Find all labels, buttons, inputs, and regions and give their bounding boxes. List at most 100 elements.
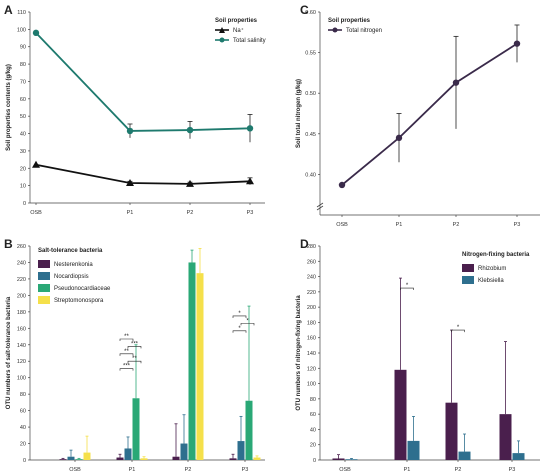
y-tick-label: 180 xyxy=(17,310,26,316)
y-tick-label: 20 xyxy=(310,443,316,449)
legend-label: Klebsiella xyxy=(478,278,504,284)
x-tick-label: P1 xyxy=(404,467,411,473)
significance-bracket xyxy=(232,315,247,318)
y-tick-label: 120 xyxy=(307,366,316,372)
y-tick-label: 140 xyxy=(307,351,316,357)
x-tick-label: OSB xyxy=(339,467,351,473)
panel-letter: A xyxy=(4,3,13,17)
x-tick-label: P2 xyxy=(187,210,194,216)
data-point xyxy=(126,127,134,135)
y-tick-label: 0 xyxy=(23,201,26,207)
legend-marker xyxy=(332,27,338,33)
x-tick-label: P3 xyxy=(247,210,254,216)
legend-label: Nesterenkonia xyxy=(54,262,93,268)
bar xyxy=(188,262,196,460)
x-tick-label: P3 xyxy=(509,467,516,473)
data-point xyxy=(186,179,194,187)
bar xyxy=(172,456,180,460)
y-tick-label: 0.50 xyxy=(305,91,316,97)
x-tick-label: OSB xyxy=(30,210,42,216)
y-tick-label: 100 xyxy=(17,27,26,33)
x-tick-label: P2 xyxy=(185,467,192,473)
legend-label: Nocardiopsis xyxy=(54,274,89,280)
y-tick-label: 0 xyxy=(23,458,26,464)
bar xyxy=(345,459,358,460)
y-tick-label: 0.40 xyxy=(305,172,316,178)
data-point xyxy=(32,29,40,37)
data-point xyxy=(126,179,134,187)
y-tick-label: 240 xyxy=(307,275,316,281)
bar xyxy=(253,457,261,460)
significance-label: ** xyxy=(124,334,129,340)
y-tick-label: 20 xyxy=(20,442,26,448)
bar xyxy=(83,452,91,460)
significance-bracket xyxy=(119,368,134,371)
y-tick-label: 200 xyxy=(307,305,316,311)
significance-label: *** xyxy=(123,364,131,370)
y-tick-label: 0.45 xyxy=(305,132,316,138)
legend-title: Nitrogen-fixing bacteria xyxy=(462,252,530,258)
legend-swatch xyxy=(38,260,50,268)
series-line xyxy=(35,163,251,185)
y-tick-label: 160 xyxy=(307,336,316,342)
y-tick-label: 220 xyxy=(307,290,316,296)
series-line xyxy=(341,42,518,186)
y-tick-label: 20 xyxy=(20,166,26,172)
legend-label: Streptomonospora xyxy=(54,298,104,304)
data-point xyxy=(452,79,460,86)
significance-bracket xyxy=(451,329,465,333)
significance-bracket xyxy=(240,323,255,326)
y-tick-label: 100 xyxy=(307,382,316,388)
x-tick-label: P1 xyxy=(396,222,403,228)
y-tick-label: 260 xyxy=(307,259,316,265)
legend-label: Total nitrogen xyxy=(346,28,382,34)
legend-title: Soil properties xyxy=(215,18,258,24)
y-tick-label: 40 xyxy=(20,132,26,138)
legend-title: Soil properties xyxy=(328,18,371,24)
significance-label: *** xyxy=(131,341,139,347)
bar xyxy=(407,440,420,460)
y-tick-label: 160 xyxy=(17,326,26,332)
bar xyxy=(132,398,140,460)
y-tick-label: 240 xyxy=(17,260,26,266)
bar xyxy=(245,400,253,460)
data-point xyxy=(186,126,194,134)
y-tick-label: 80 xyxy=(20,392,26,398)
x-tick-label: P1 xyxy=(129,467,136,473)
y-axis-label: OTU numbers of nitrogen-fixing bacteria xyxy=(296,295,302,411)
legend-label: Total salinity xyxy=(233,38,266,44)
panel-letter: B xyxy=(4,237,13,251)
bar xyxy=(332,458,345,460)
legend-swatch xyxy=(462,276,474,284)
y-tick-label: 90 xyxy=(20,45,26,51)
significance-bracket xyxy=(232,330,247,333)
y-tick-label: 50 xyxy=(20,114,26,120)
y-tick-label: 40 xyxy=(310,427,316,433)
x-tick-label: OSB xyxy=(69,467,81,473)
y-tick-label: 60 xyxy=(20,409,26,415)
bar xyxy=(229,458,237,460)
bar xyxy=(124,448,132,460)
x-tick-label: P3 xyxy=(514,222,521,228)
bar xyxy=(180,443,188,460)
legend-marker xyxy=(219,37,225,43)
x-tick-label: P2 xyxy=(453,222,460,228)
significance-label: * xyxy=(246,318,249,324)
y-tick-label: 10 xyxy=(20,184,26,190)
significance-label: * xyxy=(238,311,241,317)
significance-bracket xyxy=(119,353,134,356)
series-line xyxy=(35,32,251,132)
panel-C: 0.40 0.45 0.50 0.55 0.60 OSB P1 P2 P3 Soil total … xyxy=(296,3,540,228)
bar xyxy=(196,273,204,460)
y-axis-label: Soil properties contents (g/kg) xyxy=(6,64,12,151)
bar xyxy=(67,456,75,460)
panel-D: 0 20 40 60 80 100 120 140 160 180 200 220 240 260 280 O… xyxy=(296,237,540,473)
data-point xyxy=(513,40,521,47)
bar xyxy=(140,458,148,460)
y-tick-label: 80 xyxy=(20,62,26,68)
axis-break xyxy=(316,205,324,211)
y-tick-label: 80 xyxy=(310,397,316,403)
legend-label: Rhizobium xyxy=(478,266,506,272)
y-tick-label: 60 xyxy=(20,97,26,103)
